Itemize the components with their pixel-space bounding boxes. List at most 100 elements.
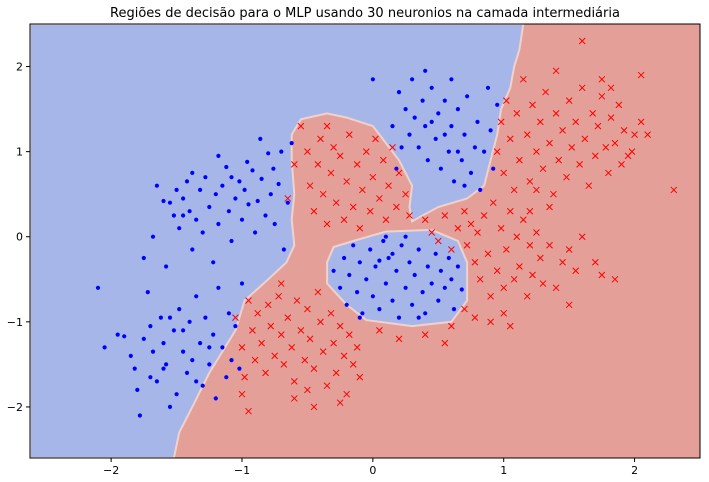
class1-point-47 bbox=[306, 182, 314, 190]
class0-point-1 bbox=[102, 345, 107, 350]
class1-point-42 bbox=[336, 399, 344, 407]
class1-point-93 bbox=[484, 250, 492, 258]
class0-point-14 bbox=[161, 341, 166, 346]
class0-point-117 bbox=[407, 260, 412, 265]
class1-point-57 bbox=[340, 216, 348, 224]
class0-point-69 bbox=[239, 217, 245, 222]
class0-point-75 bbox=[259, 176, 264, 181]
class0-point-55 bbox=[194, 217, 199, 222]
class1-point-102 bbox=[513, 233, 521, 241]
class0-point-11 bbox=[150, 349, 156, 354]
class0-point-23 bbox=[190, 358, 195, 363]
x-tick-label: −2 bbox=[103, 464, 119, 477]
class1-point-167 bbox=[631, 131, 638, 138]
class1-point-23 bbox=[310, 365, 318, 373]
class0-point-158 bbox=[459, 158, 464, 163]
class0-point-120 bbox=[416, 247, 421, 252]
y-tick-label: 0 bbox=[16, 231, 23, 244]
class1-point-94 bbox=[487, 292, 494, 300]
class0-point-164 bbox=[478, 187, 483, 192]
class1-point-112 bbox=[552, 284, 560, 292]
class0-point-25 bbox=[198, 341, 203, 346]
class0-point-147 bbox=[423, 124, 428, 129]
class1-point-83 bbox=[441, 212, 449, 219]
class1-point-124 bbox=[376, 326, 383, 334]
class0-point-50 bbox=[177, 226, 182, 231]
class1-point-164 bbox=[620, 127, 628, 134]
class0-point-104 bbox=[364, 277, 369, 282]
class1-point-181 bbox=[533, 186, 540, 194]
class0-point-101 bbox=[355, 290, 360, 295]
class0-point-148 bbox=[425, 158, 430, 163]
class1-point-27 bbox=[323, 382, 331, 390]
class1-point-147 bbox=[565, 97, 573, 104]
class0-point-102 bbox=[357, 260, 362, 265]
class0-point-118 bbox=[410, 302, 415, 307]
class1-point-114 bbox=[565, 301, 573, 309]
class0-point-92 bbox=[245, 159, 250, 164]
class1-point-58 bbox=[343, 178, 351, 185]
class1-point-177 bbox=[598, 271, 606, 279]
class1-point-111 bbox=[546, 241, 553, 249]
class1-point-1 bbox=[238, 344, 246, 351]
class1-point-97 bbox=[497, 224, 505, 232]
class0-point-54 bbox=[190, 247, 195, 252]
class0-point-36 bbox=[233, 324, 238, 329]
class1-point-0 bbox=[232, 314, 239, 321]
class0-region-main bbox=[30, 24, 525, 458]
class1-point-105 bbox=[523, 292, 531, 300]
class0-point-124 bbox=[429, 281, 434, 286]
class0-point-8 bbox=[141, 336, 146, 341]
class1-point-113 bbox=[559, 258, 566, 266]
class0-point-116 bbox=[403, 285, 408, 290]
class0-point-174 bbox=[423, 68, 428, 73]
class0-point-138 bbox=[416, 315, 421, 320]
class0-point-72 bbox=[250, 168, 255, 173]
class1-point-173 bbox=[607, 84, 615, 92]
class1-point-65 bbox=[366, 207, 374, 215]
class0-point-137 bbox=[403, 234, 408, 239]
class0-point-159 bbox=[462, 132, 467, 137]
class1-point-87 bbox=[463, 241, 471, 249]
class0-point-80 bbox=[276, 181, 281, 187]
class1-point-70 bbox=[382, 216, 390, 224]
class1-point-127 bbox=[500, 169, 508, 177]
class1-point-160 bbox=[607, 114, 615, 121]
class1-point-32 bbox=[340, 352, 348, 360]
class0-point-128 bbox=[442, 285, 447, 290]
class0-point-133 bbox=[459, 287, 464, 292]
class1-point-75 bbox=[284, 195, 292, 202]
class1-point-72 bbox=[389, 144, 396, 151]
class1-point-26 bbox=[319, 348, 327, 355]
class1-point-28 bbox=[327, 309, 335, 317]
class1-point-154 bbox=[589, 109, 597, 117]
class0-point-60 bbox=[211, 260, 216, 265]
class1-point-68 bbox=[376, 195, 383, 202]
class1-point-129 bbox=[506, 135, 514, 143]
class0-point-112 bbox=[390, 298, 395, 303]
class0-point-134 bbox=[383, 234, 388, 239]
class0-point-15 bbox=[164, 362, 169, 367]
class1-point-96 bbox=[493, 267, 501, 275]
class0-point-107 bbox=[373, 264, 378, 269]
class0-point-110 bbox=[383, 281, 388, 286]
class0-point-9 bbox=[145, 290, 150, 295]
class1-point-80 bbox=[421, 216, 429, 224]
class1-point-121 bbox=[441, 339, 449, 347]
class1-point-3 bbox=[245, 297, 252, 304]
class1-point-59 bbox=[345, 131, 353, 138]
class1-point-85 bbox=[454, 224, 462, 232]
class1-point-8 bbox=[262, 369, 269, 377]
class1-point-60 bbox=[349, 203, 357, 211]
class1-point-168 bbox=[637, 118, 645, 126]
class1-point-100 bbox=[506, 207, 514, 215]
class0-point-97 bbox=[342, 255, 347, 261]
class0-point-144 bbox=[412, 115, 417, 120]
class1-point-178 bbox=[611, 275, 619, 283]
class1-point-11 bbox=[271, 352, 279, 360]
class0-point-78 bbox=[268, 192, 273, 197]
class0-point-2 bbox=[115, 332, 120, 337]
class0-point-48 bbox=[171, 213, 176, 218]
class1-point-106 bbox=[526, 241, 534, 249]
class0-point-91 bbox=[229, 175, 234, 180]
